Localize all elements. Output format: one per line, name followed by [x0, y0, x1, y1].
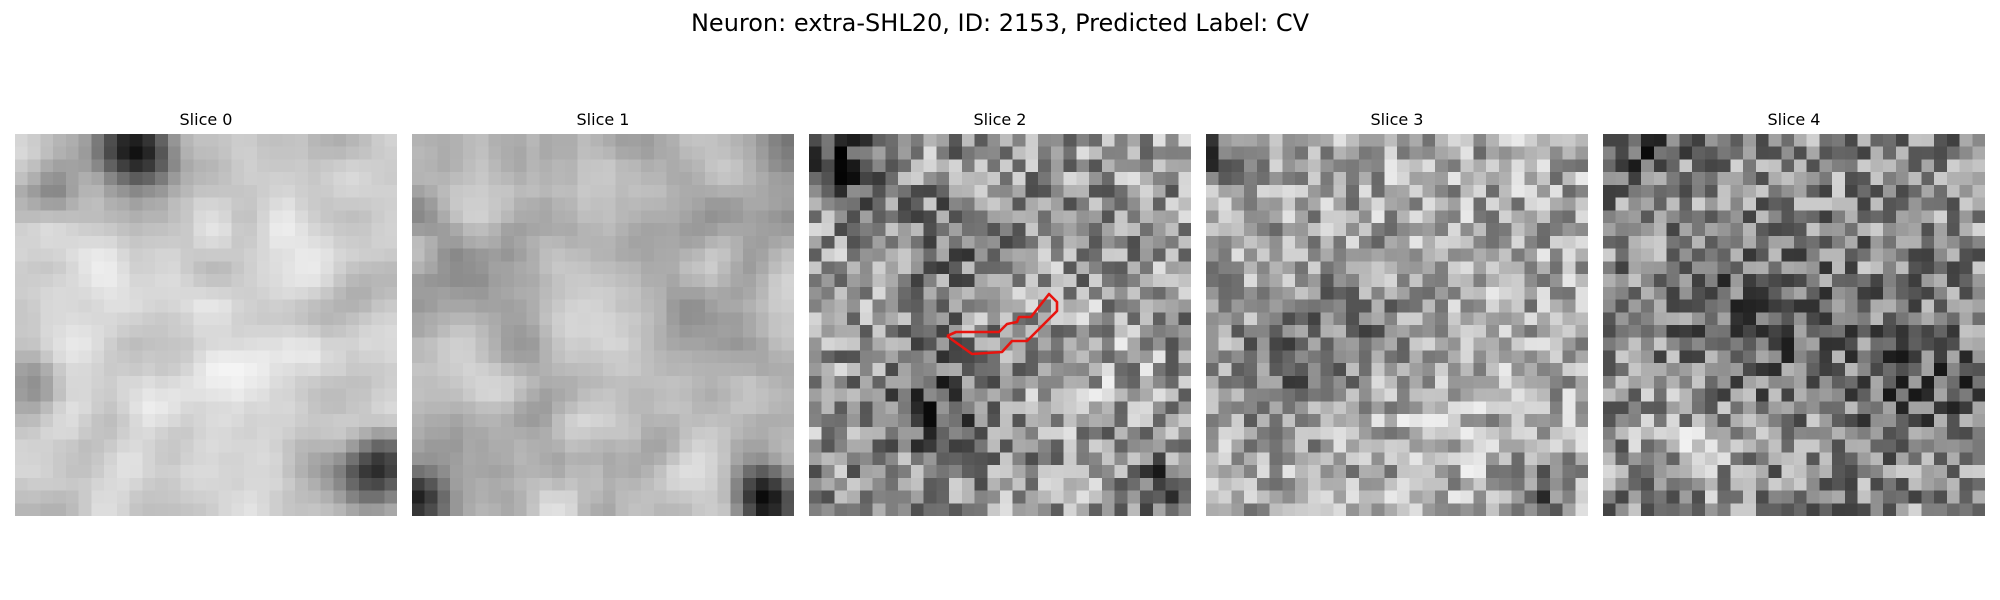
slice-4-title: Slice 4: [1767, 110, 1821, 129]
slice-1-image: [412, 134, 794, 516]
slice-2-image: [809, 134, 1191, 516]
figure-title: Neuron: extra-SHL20, ID: 2153, Predicted…: [690, 9, 1310, 37]
slice-3-title: Slice 3: [1370, 110, 1424, 129]
slice-0-title: Slice 0: [179, 110, 233, 129]
slice-3-image: [1206, 134, 1588, 516]
slice-0-image: [15, 134, 397, 516]
slice-2-title: Slice 2: [973, 110, 1027, 129]
slice-1-title: Slice 1: [576, 110, 630, 129]
slice-4-image: [1603, 134, 1985, 516]
